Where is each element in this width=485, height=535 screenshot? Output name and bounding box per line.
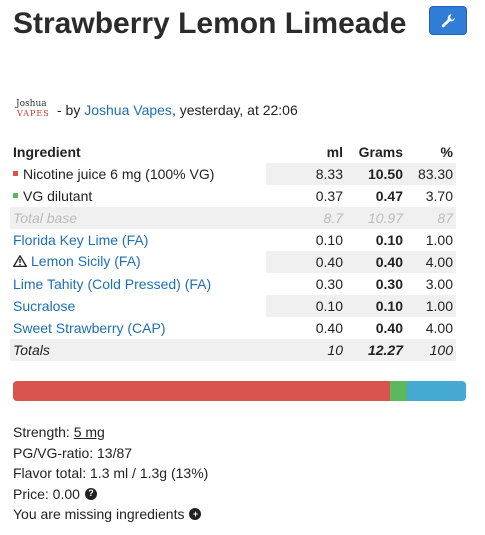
missing-ingredients: You are missing ingredients + [13,504,208,525]
table-row: Florida Key Lime (FA) 0.10 0.10 1.00 [13,232,453,248]
ingredient-name: VG dilutant [10,185,266,207]
bar-segment-flavor [407,381,466,401]
total-base-row: Total base 8.7 10.97 87 [10,207,456,229]
table-row: Nicotine juice 6 mg (100% VG) 8.33 10.50… [10,163,456,185]
flavor-link-sweet-strawberry[interactable]: Sweet Strawberry (CAP) [13,320,166,336]
header-grams: Grams [358,144,403,160]
header-pct: % [440,144,453,160]
table-row: Sweet Strawberry (CAP) 0.40 0.40 4.00 [13,320,453,336]
price-line: Price: 0.00? [13,484,208,505]
composition-bar [13,381,466,401]
bar-segment-nicotine [13,381,391,401]
edit-recipe-button[interactable] [429,6,467,35]
table-row: Sucralose 0.10 0.10 1.00 [10,295,456,317]
byline: Joshua VAPES - by Joshua Vapes, yesterda… [13,98,298,122]
flavor-link-sucralose[interactable]: Sucralose [13,298,76,314]
header-ml: ml [326,144,343,160]
flavor-link-florida-key-lime[interactable]: Florida Key Lime (FA) [13,232,149,248]
color-swatch [13,192,18,198]
author-avatar[interactable]: Joshua VAPES [16,99,50,118]
pg-vg-ratio: PG/VG-ratio: 13/87 [13,444,133,461]
header-ingredient: Ingredient [13,144,81,160]
byline-date: , yesterday, at 22:06 [171,102,298,118]
author-link[interactable]: Joshua Vapes [84,102,172,118]
plus-circle-icon[interactable]: + [189,508,202,521]
table-row: Lime Tahity (Cold Pressed) (FA) 0.30 0.3… [13,276,453,292]
recipe-title: Strawberry Lemon Limeade [13,7,407,40]
recipe-info: Strength: 5 mg PG/VG-ratio: 13/87 Flavor… [13,422,208,525]
table-row: Lemon Sicily (FA) 0.40 0.40 4.00 [10,251,456,273]
ingredient-name: Nicotine juice 6 mg (100% VG) [10,163,266,185]
strength-line: Strength: 5 mg [13,422,208,443]
bar-segment-vg [390,381,408,401]
table-row: VG dilutant 0.37 0.47 3.70 [10,185,456,207]
flavor-link-lime-tahity[interactable]: Lime Tahity (Cold Pressed) (FA) [13,276,212,292]
totals-row: Totals 10 12.27 100 [10,339,456,361]
color-swatch [13,170,18,176]
wrench-icon [441,13,455,27]
question-circle-icon[interactable]: ? [84,487,97,500]
strength-value[interactable]: 5 mg [73,424,105,440]
ingredients-table: Ingredient ml Grams % Nicotine juice 6 m… [10,141,456,361]
byline-prefix: - by [57,102,81,118]
table-header-row: Ingredient ml Grams % [10,141,456,163]
warning-icon [13,254,27,270]
flavor-link-lemon-sicily[interactable]: Lemon Sicily (FA) [31,253,141,270]
flavor-total: Flavor total: 1.3 ml / 1.3g (13%) [13,465,209,481]
